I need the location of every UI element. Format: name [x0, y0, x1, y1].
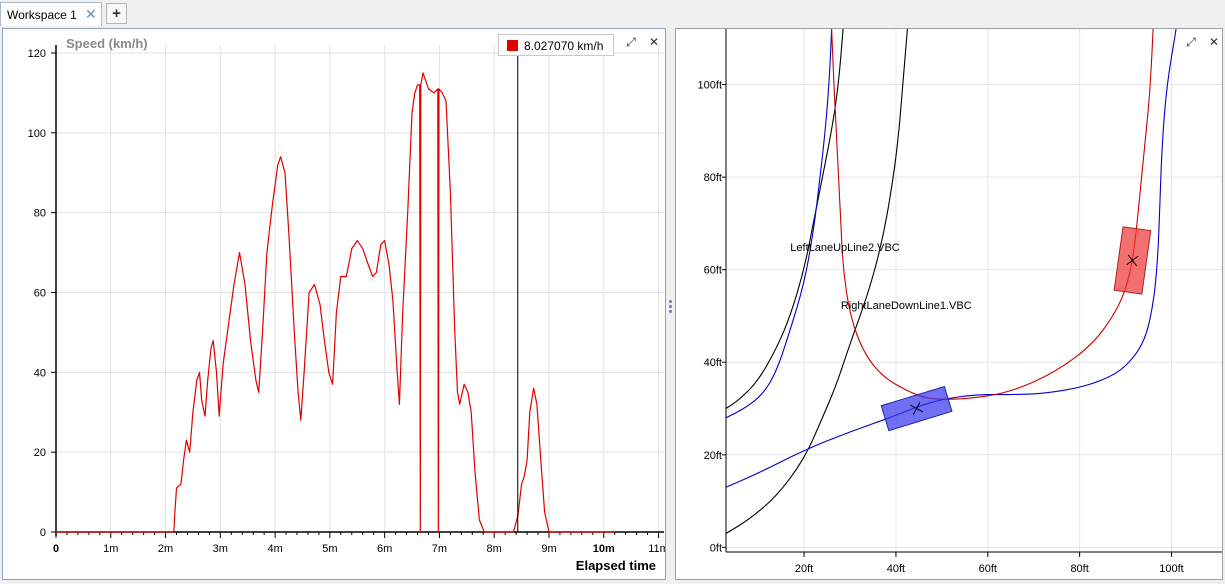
x-tick-label: 60ft: [979, 563, 997, 575]
legend-swatch: [507, 40, 518, 51]
x-tick-label: 80ft: [1070, 563, 1088, 575]
x-tick-label: 9m: [541, 543, 556, 555]
trajectory-line: [725, 28, 1177, 488]
y-tick-label: 20ft: [704, 450, 722, 462]
x-tick-label: 2m: [158, 543, 173, 555]
speed-chart[interactable]: 0 20 40 60 80 100 120 0 1m 2m 3m 4m 5m 6m 7m 8m 9m 10m 11m…: [3, 29, 669, 579]
tab-workspace-1[interactable]: Workspace 1 ✕: [0, 2, 102, 26]
x-tick-label: 4m: [267, 543, 282, 555]
x-tick-label: 6m: [377, 543, 392, 555]
x-axis-label: Elapsed time: [576, 558, 656, 573]
close-icon[interactable]: ✕: [85, 6, 97, 22]
close-icon[interactable]: ✕: [648, 35, 660, 49]
y-tick-label: 80ft: [704, 172, 722, 184]
chart-title: Speed (km/h): [66, 36, 148, 51]
x-tick-label: 11m: [648, 543, 665, 555]
speed-series-line: [56, 72, 615, 533]
plot-area: [725, 28, 1177, 534]
x-tick-label: 8m: [487, 543, 502, 555]
splitter[interactable]: [666, 28, 675, 580]
legend-value: 8.027070 km/h: [524, 39, 604, 53]
vehicle-red: [1113, 226, 1152, 295]
trajectory-plot[interactable]: 20ft 40ft 60ft 80ft 100ft 0ft 20ft 40ft 60ft 80ft…: [676, 28, 1222, 579]
map-pane: 20ft 40ft 60ft 80ft 100ft 0ft 20ft 40ft 60ft 80ft…: [675, 28, 1223, 580]
y-tick-label: 0ft: [710, 542, 722, 554]
x-tick-label: 100ft: [1159, 563, 1183, 575]
y-tick-label: 120: [28, 48, 46, 60]
vehicle-center-marker: [910, 402, 924, 416]
lane-label: LeftLaneUpLine2.VBC: [790, 242, 900, 254]
x-tick-label: 3m: [213, 543, 228, 555]
x-tick-label: 40ft: [887, 563, 905, 575]
speed-chart-pane: 0 20 40 60 80 100 120 0 1m 2m 3m 4m 5m 6m 7m 8m 9m 10m 11m…: [2, 28, 669, 580]
y-tick-label: 60ft: [704, 265, 722, 277]
x-tick-label: 20ft: [795, 563, 813, 575]
trajectory-line: [725, 28, 908, 534]
y-tick-label: 0: [40, 527, 46, 539]
y-tick-label: 40ft: [704, 357, 722, 369]
tab-label: Workspace 1: [7, 8, 77, 22]
trajectory-line: [725, 28, 844, 409]
y-tick-label: 60: [34, 287, 46, 299]
x-tick-label: 10m: [593, 543, 615, 555]
x-tick-label: 0: [53, 543, 59, 555]
close-icon[interactable]: ✕: [1208, 35, 1220, 49]
vehicle-blue: [880, 385, 953, 432]
x-tick-label: 7m: [432, 543, 447, 555]
vehicle-center-marker: [1126, 254, 1139, 267]
y-tick-label: 100: [28, 128, 46, 140]
y-tick-label: 40: [34, 367, 46, 379]
lane-label: RightLaneDownLine1.VBC: [841, 300, 972, 312]
trajectory-line: [725, 28, 833, 419]
cursor-legend: 8.027070 km/h: [498, 34, 614, 56]
x-tick-label: 1m: [103, 543, 118, 555]
x-tick-label: 5m: [322, 543, 337, 555]
expand-icon[interactable]: ⤢: [626, 35, 636, 49]
expand-icon[interactable]: ⤢: [1186, 35, 1196, 49]
y-tick-label: 20: [34, 447, 46, 459]
y-tick-label: 100ft: [698, 80, 722, 92]
y-tick-label: 80: [34, 208, 46, 220]
add-tab-button[interactable]: +: [106, 3, 127, 24]
tab-bar: Workspace 1 ✕ +: [0, 0, 1225, 27]
